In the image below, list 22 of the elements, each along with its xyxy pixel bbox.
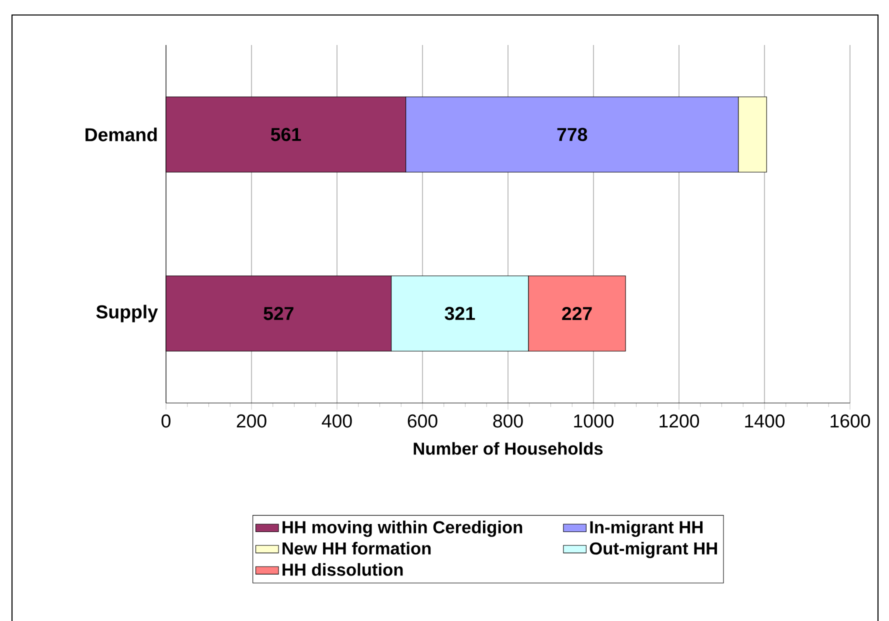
data-label: 561 <box>270 128 301 142</box>
data-label: 321 <box>444 306 475 320</box>
legend-label: HH moving within Ceredigion <box>282 520 522 537</box>
x-tick-label: 1000 <box>574 414 614 428</box>
x-tick-label: 600 <box>408 414 438 428</box>
x-tick-label: 200 <box>236 414 266 428</box>
x-tick-label: 0 <box>162 414 170 428</box>
x-axis-title: Number of Households <box>414 442 603 455</box>
x-tick-label: 400 <box>322 414 352 428</box>
y-tick-label: Supply <box>96 304 158 322</box>
data-label: 778 <box>557 128 588 142</box>
legend-label: In-migrant HH <box>590 520 703 537</box>
legend-label: HH dissolution <box>282 563 403 576</box>
x-tick-label: 1400 <box>745 414 785 428</box>
legend-label: Out-migrant HH <box>590 542 717 558</box>
legend-label: New HH formation <box>282 542 431 555</box>
y-tick-label: Demand <box>86 128 157 142</box>
data-label: 527 <box>264 306 294 320</box>
x-tick-label: 1600 <box>830 414 870 428</box>
x-tick-label: 800 <box>493 414 523 428</box>
x-tick-label: 1200 <box>660 414 700 428</box>
data-label: 227 <box>562 306 592 320</box>
